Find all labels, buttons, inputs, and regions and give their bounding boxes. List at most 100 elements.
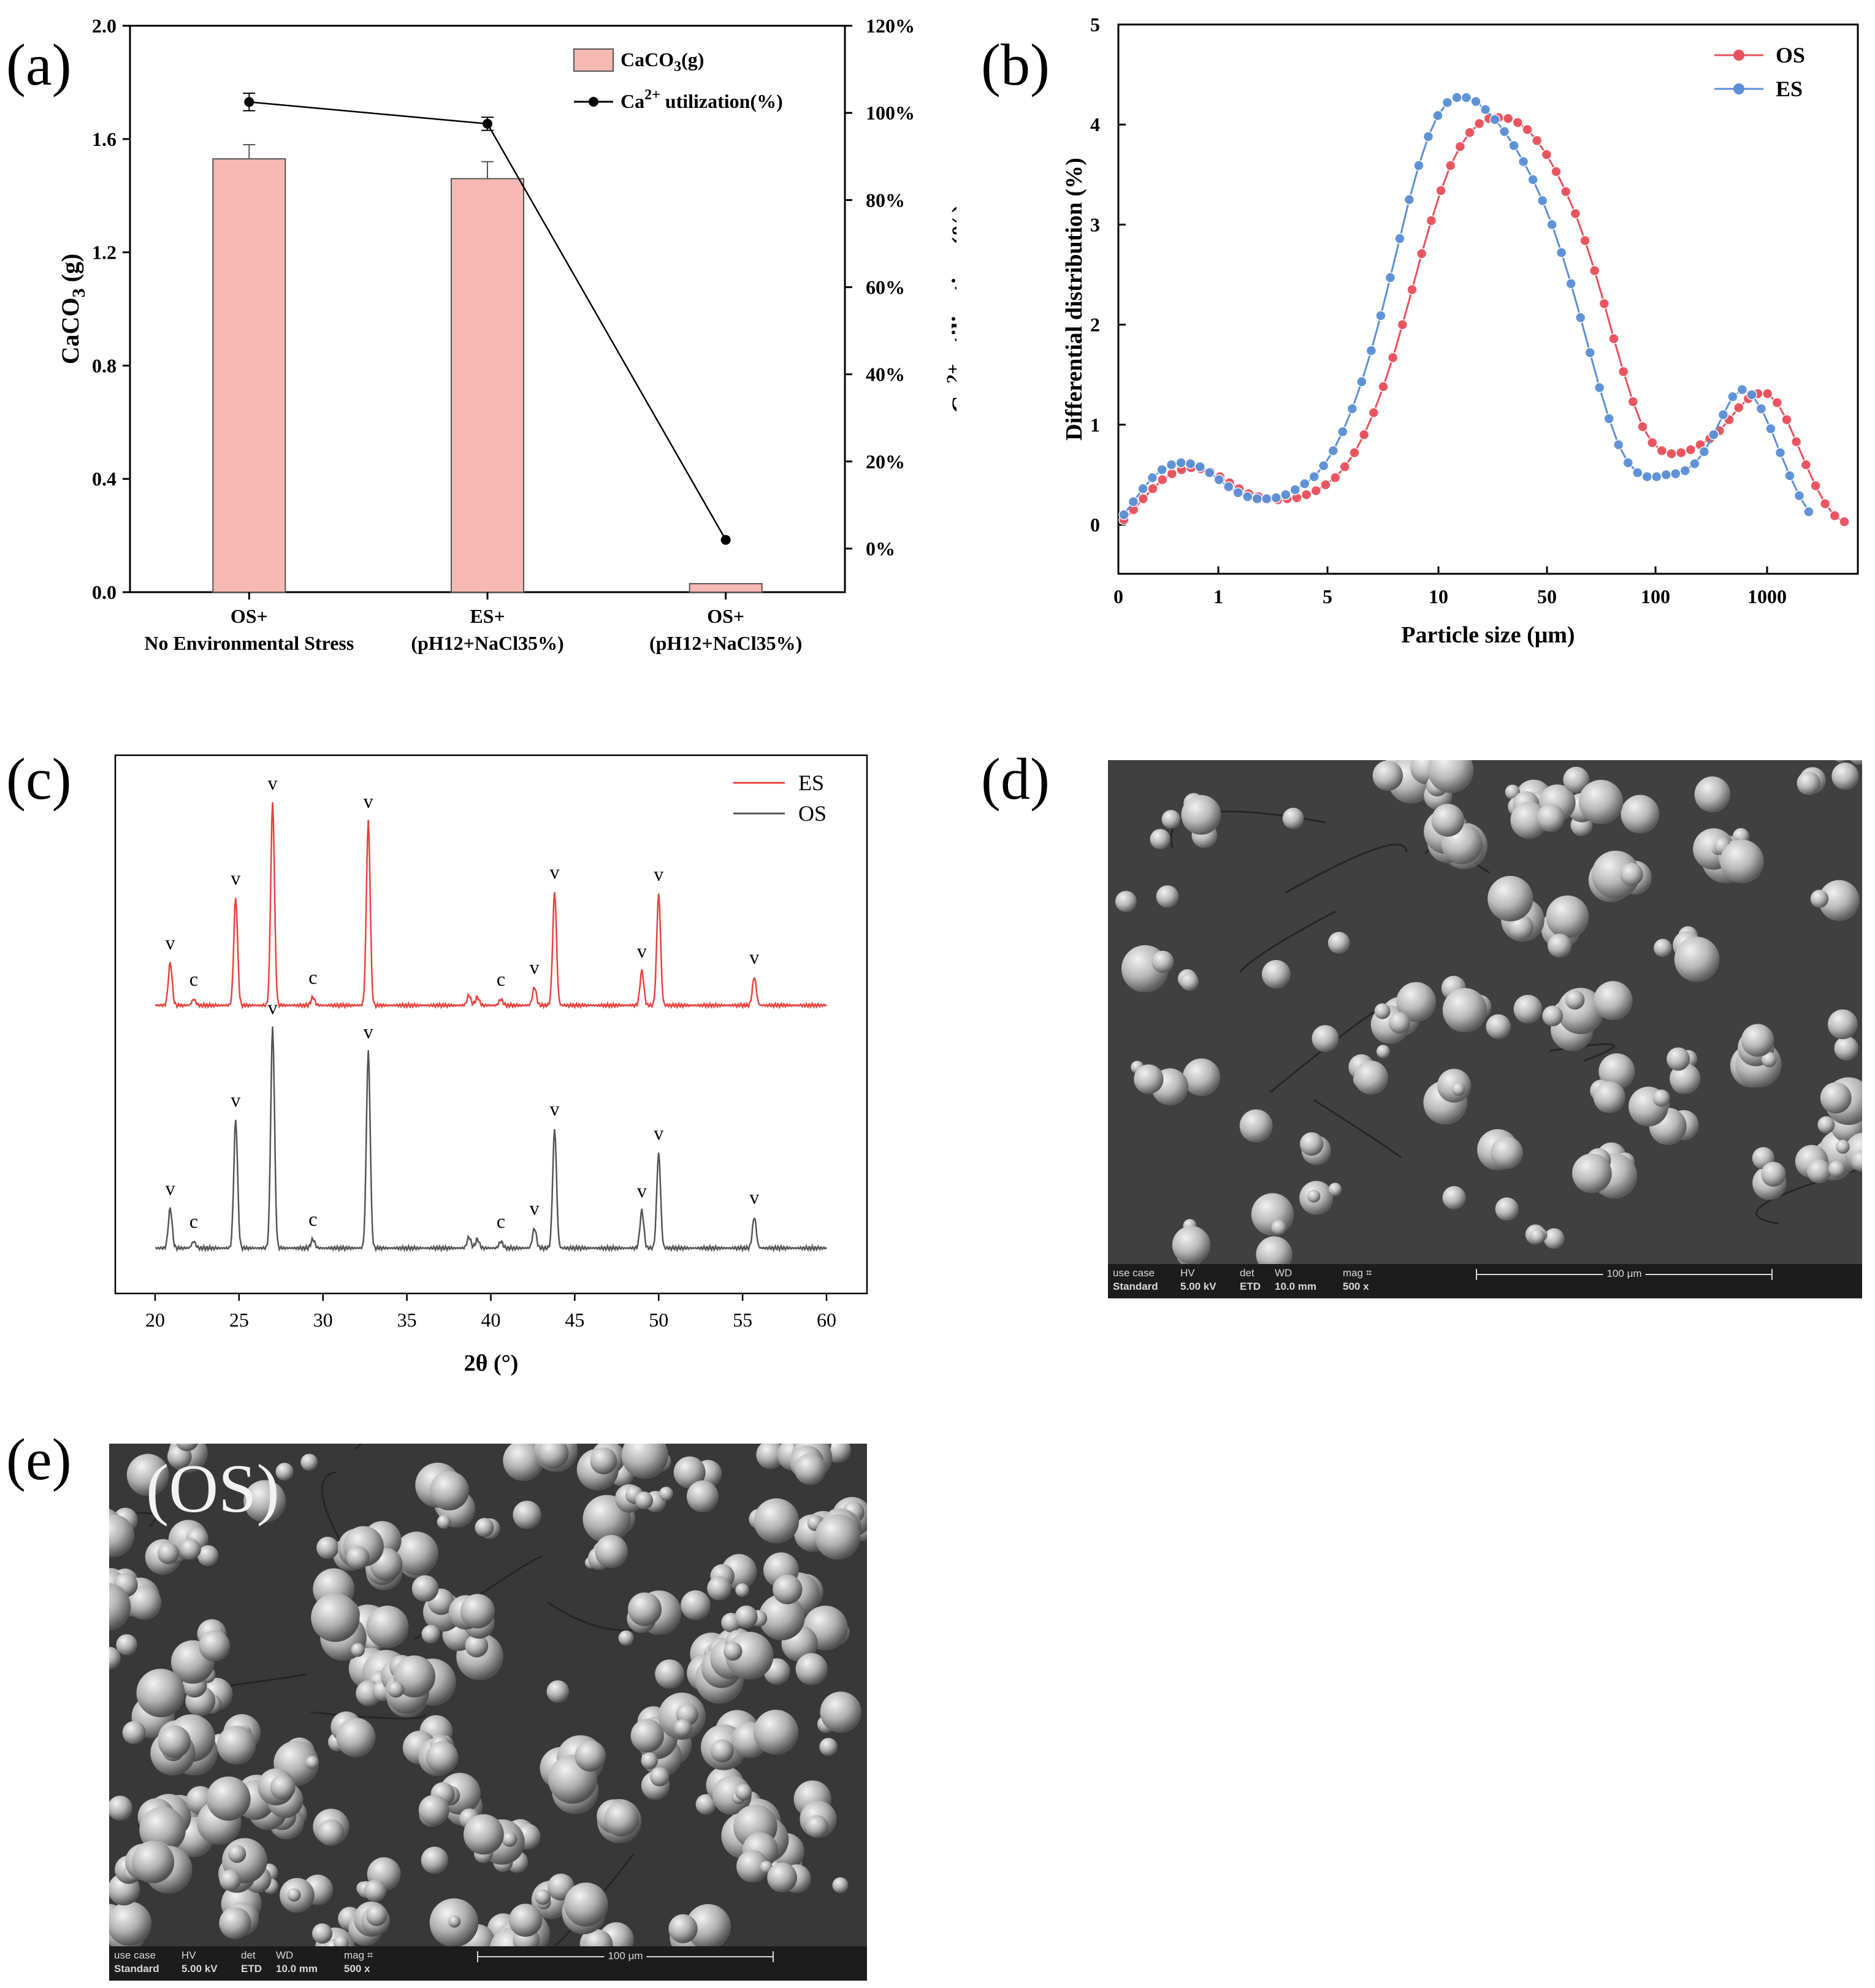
particle (1427, 760, 1474, 793)
series-point-b-es (1736, 384, 1748, 395)
particle (1828, 1009, 1858, 1040)
particle (1598, 1053, 1635, 1090)
particle (1820, 1082, 1852, 1114)
plot-frame-b (1117, 23, 1859, 575)
particle (1578, 780, 1624, 825)
left-tick-label-a: 0.8 (92, 354, 116, 376)
series-point-b-os (1435, 185, 1446, 196)
left-tick-label-a: 0.0 (92, 581, 116, 603)
sem-e-mag-head: mag ⌗ (344, 1949, 373, 1961)
particle (1510, 801, 1548, 839)
series-point-b-es (1774, 447, 1786, 459)
sem-d-hv-head: HV (1180, 1267, 1195, 1279)
peak-label-c: v (749, 1186, 759, 1208)
particle (509, 1903, 543, 1937)
series-point-b-es (1118, 509, 1129, 520)
right-tick-label-a: 20% (866, 451, 905, 473)
x-tick-label-c: 40 (481, 1309, 501, 1331)
x-category-sublabel-a: No Environmental Stress (144, 632, 354, 654)
peak-label-c: c (189, 1210, 198, 1232)
particle (1134, 1064, 1164, 1094)
series-point-b-es (1242, 491, 1253, 503)
particle (1451, 1083, 1465, 1096)
series-point-b-es (1337, 426, 1348, 437)
series-point-b-os (1300, 489, 1312, 500)
particle (1282, 807, 1304, 829)
x-tick-label-b: 1 (1213, 585, 1223, 607)
particle (1817, 1116, 1835, 1133)
particle (546, 1680, 570, 1703)
legend-label-c: ES (798, 771, 824, 795)
series-point-b-es (1394, 233, 1405, 244)
particle (758, 1594, 805, 1640)
peak-label-c: v (364, 1021, 373, 1043)
series-point-b-es (1489, 114, 1500, 125)
series-point-b-os (1598, 298, 1610, 310)
particle (1376, 1045, 1390, 1059)
series-point-b-os (1531, 135, 1543, 147)
particle (1307, 1189, 1321, 1203)
series-point-b-es (1660, 469, 1672, 481)
panel-label-c: (c) (6, 746, 72, 812)
series-point-b-os (1685, 444, 1697, 455)
series-point-b-es (1803, 506, 1814, 517)
particle (366, 1605, 409, 1648)
particle (448, 1915, 461, 1928)
series-point-b-es (1318, 460, 1329, 471)
bar-a (212, 158, 286, 593)
series-point-b-es (1689, 458, 1700, 470)
particle (1486, 1014, 1511, 1039)
sem-e-usecase-head: use case (114, 1949, 156, 1961)
x-tick-label-c: 30 (313, 1309, 333, 1331)
particle (109, 1901, 152, 1946)
particle (1180, 972, 1199, 991)
particle (364, 1879, 387, 1902)
particle (109, 1583, 131, 1631)
particle (736, 1850, 769, 1883)
sem-e-hv-val: 5.00 kV (181, 1963, 218, 1975)
series-point-b-os (1349, 447, 1360, 459)
series-point-b-os (1378, 381, 1389, 392)
right-tick-label-a: 120% (866, 15, 915, 37)
series-point-b-es (1204, 467, 1215, 478)
series-point-b-os (1541, 149, 1552, 160)
particle (227, 1845, 246, 1863)
xrd-pattern-c-es (155, 802, 827, 1010)
particle (429, 1471, 469, 1510)
peak-label-c: v (231, 1089, 240, 1111)
particle (1670, 1063, 1701, 1094)
particle (1328, 1183, 1342, 1197)
series-point-b-es (1270, 492, 1281, 503)
particle (1312, 1025, 1339, 1053)
particle (754, 1498, 800, 1544)
series-point-b-es (1451, 92, 1462, 103)
particle (673, 1456, 706, 1488)
series-point-b-os (1819, 498, 1831, 509)
scale-label-d: 100 μm (1603, 1268, 1646, 1280)
particle (197, 1545, 219, 1567)
x-tick-label-c: 60 (817, 1309, 836, 1331)
series-point-b-es (1223, 481, 1234, 492)
series-point-b-os (1502, 113, 1514, 124)
y-tick-label-b: 5 (1090, 13, 1100, 36)
series-point-b-os (1522, 124, 1533, 135)
particle (1161, 810, 1181, 829)
peak-label-c: c (308, 966, 317, 988)
particle (1797, 771, 1821, 796)
peak-label-c: v (550, 1098, 560, 1120)
sem-e-wd-val: 10.0 mm (276, 1963, 318, 1975)
x-axis-title-b: Particle size (μm) (1401, 622, 1575, 648)
scale-bar-d: 100 μm (1476, 1268, 1773, 1282)
utilization-point-a (244, 97, 254, 107)
particle (1442, 1186, 1466, 1209)
particle (316, 1536, 339, 1560)
particle (411, 1575, 439, 1602)
particle (1834, 1036, 1859, 1061)
legend-label-bar-a: CaCO3(g) (621, 48, 704, 75)
particle (1256, 1236, 1293, 1264)
series-point-b-os (1329, 472, 1341, 484)
particle (1442, 988, 1487, 1033)
series-point-b-es (1470, 96, 1481, 107)
series-point-b-es (1194, 461, 1205, 473)
